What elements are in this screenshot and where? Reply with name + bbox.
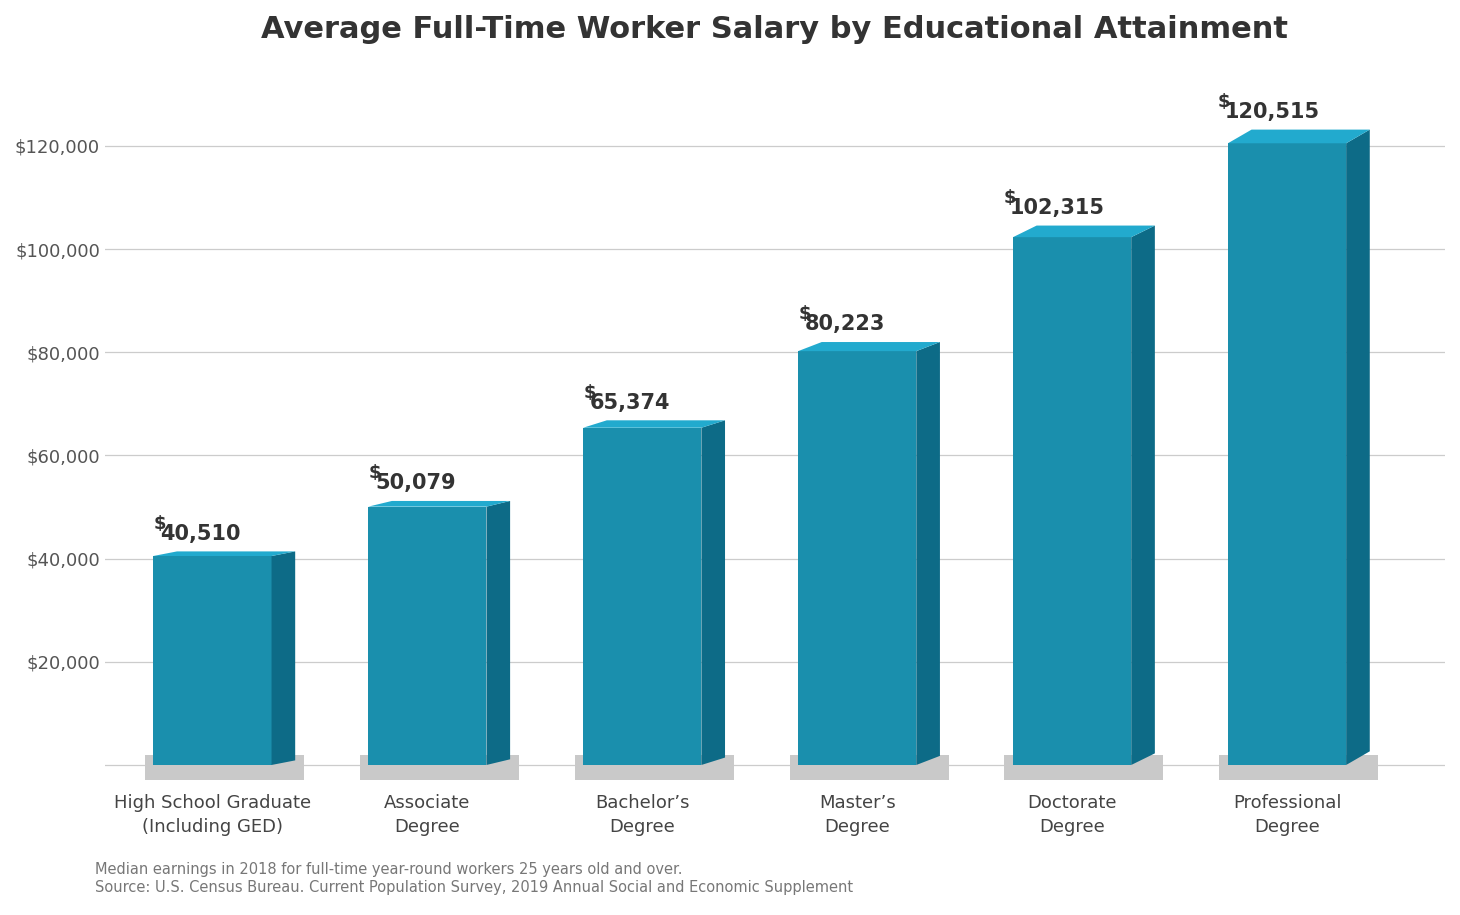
Polygon shape xyxy=(575,755,733,780)
Polygon shape xyxy=(486,501,510,765)
Polygon shape xyxy=(1219,755,1378,780)
Polygon shape xyxy=(701,420,726,765)
Polygon shape xyxy=(583,427,701,765)
Polygon shape xyxy=(790,755,949,780)
Text: 50,079: 50,079 xyxy=(375,473,456,493)
Polygon shape xyxy=(272,552,295,765)
Polygon shape xyxy=(1132,226,1155,765)
Text: 65,374: 65,374 xyxy=(590,393,670,413)
Polygon shape xyxy=(153,552,295,556)
Text: 102,315: 102,315 xyxy=(1009,198,1105,218)
Polygon shape xyxy=(1228,130,1369,144)
Text: $: $ xyxy=(369,464,381,482)
Polygon shape xyxy=(799,351,917,765)
Polygon shape xyxy=(1013,226,1155,237)
Polygon shape xyxy=(145,755,304,780)
Text: 120,515: 120,515 xyxy=(1225,102,1320,122)
Polygon shape xyxy=(368,501,510,507)
Text: 40,510: 40,510 xyxy=(161,523,241,544)
Title: Average Full-Time Worker Salary by Educational Attainment: Average Full-Time Worker Salary by Educa… xyxy=(261,15,1289,44)
Text: $: $ xyxy=(584,383,596,402)
Polygon shape xyxy=(153,556,272,765)
Text: 80,223: 80,223 xyxy=(804,315,885,334)
Text: $: $ xyxy=(1003,188,1016,207)
Text: $: $ xyxy=(799,306,810,323)
Polygon shape xyxy=(368,507,486,765)
Polygon shape xyxy=(1004,755,1164,780)
Text: $: $ xyxy=(153,514,166,533)
Polygon shape xyxy=(359,755,518,780)
Polygon shape xyxy=(583,420,726,427)
Text: Median earnings in 2018 for full-time year-round workers 25 years old and over.
: Median earnings in 2018 for full-time ye… xyxy=(95,863,853,895)
Polygon shape xyxy=(1013,237,1132,765)
Polygon shape xyxy=(799,342,940,351)
Polygon shape xyxy=(1346,130,1369,765)
Polygon shape xyxy=(1228,144,1346,765)
Polygon shape xyxy=(917,342,940,765)
Text: $: $ xyxy=(1218,92,1231,111)
